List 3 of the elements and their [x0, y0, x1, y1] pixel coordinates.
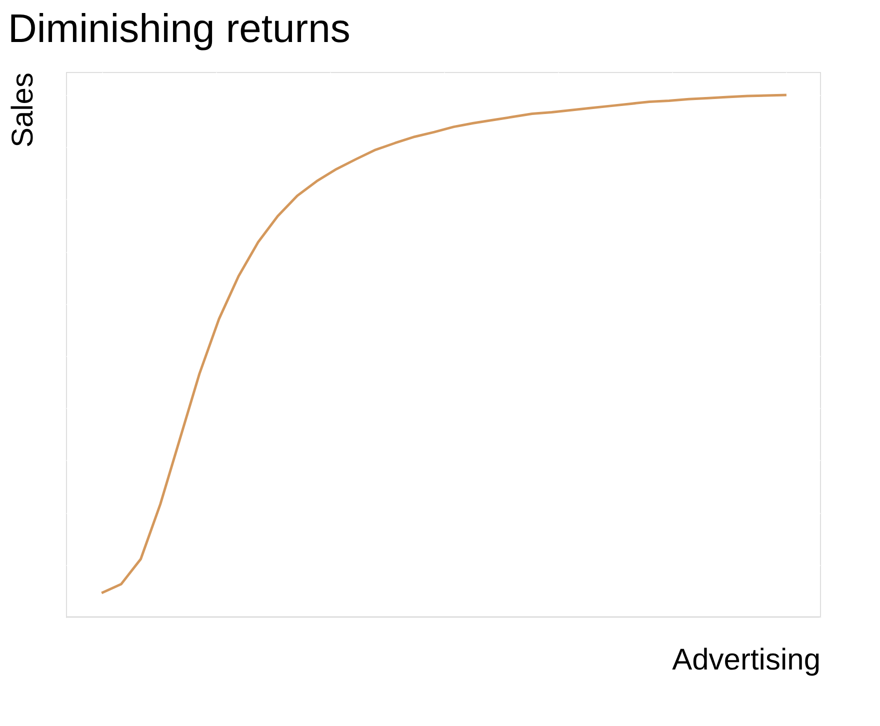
x-axis-title: Advertising [672, 644, 820, 676]
y-axis-title: Sales [6, 72, 40, 148]
chart-title: Diminishing returns [8, 7, 350, 51]
